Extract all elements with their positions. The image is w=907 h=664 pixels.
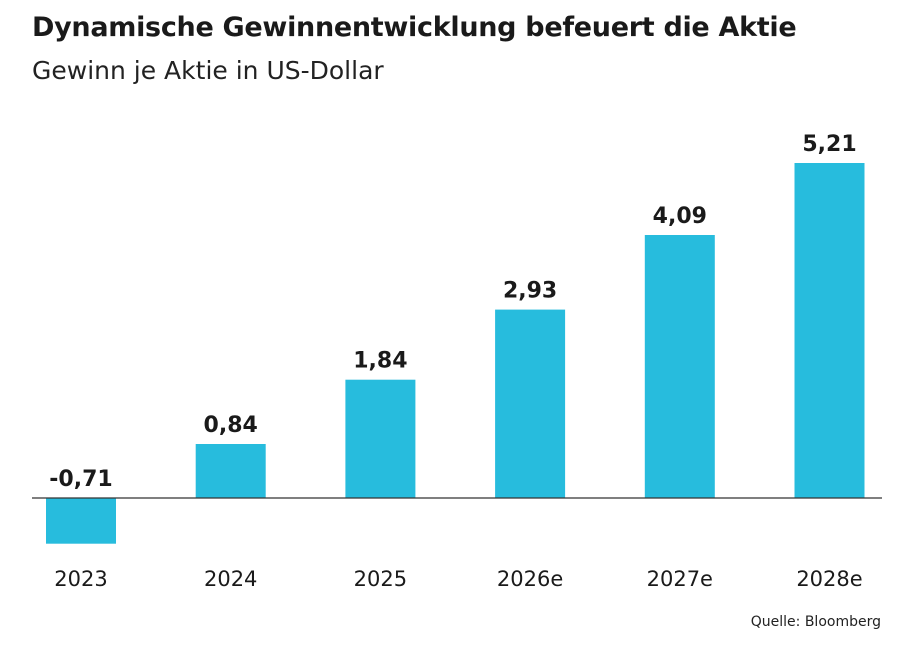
x-tick-label-2026e: 2026e: [497, 567, 563, 591]
bar-2024: [195, 444, 266, 498]
chart-title: Dynamische Gewinnentwicklung befeuert di…: [32, 12, 797, 43]
value-label-2027e: 4,09: [653, 204, 707, 229]
x-tick-label-2027e: 2027e: [647, 567, 713, 591]
bar-2028e: [794, 163, 865, 498]
x-tick-label-2024: 2024: [204, 567, 257, 591]
value-label-2024: 0,84: [204, 413, 258, 438]
value-label-2025: 1,84: [353, 349, 407, 374]
value-label-2026e: 2,93: [503, 279, 557, 304]
x-tick-label-2023: 2023: [54, 567, 107, 591]
bar-2023: [46, 498, 116, 544]
bar-2025: [345, 379, 416, 498]
bar-2027e: [644, 235, 715, 498]
x-tick-label-2028e: 2028e: [796, 567, 862, 591]
chart-subtitle: Gewinn je Aktie in US-Dollar: [32, 56, 384, 85]
source-note: Quelle: Bloomberg: [750, 614, 881, 630]
value-label-2028e: 5,21: [802, 132, 856, 157]
x-tick-label-2025: 2025: [354, 567, 407, 591]
value-label-2023: -0,71: [49, 467, 112, 492]
bar-2026e: [495, 309, 566, 498]
